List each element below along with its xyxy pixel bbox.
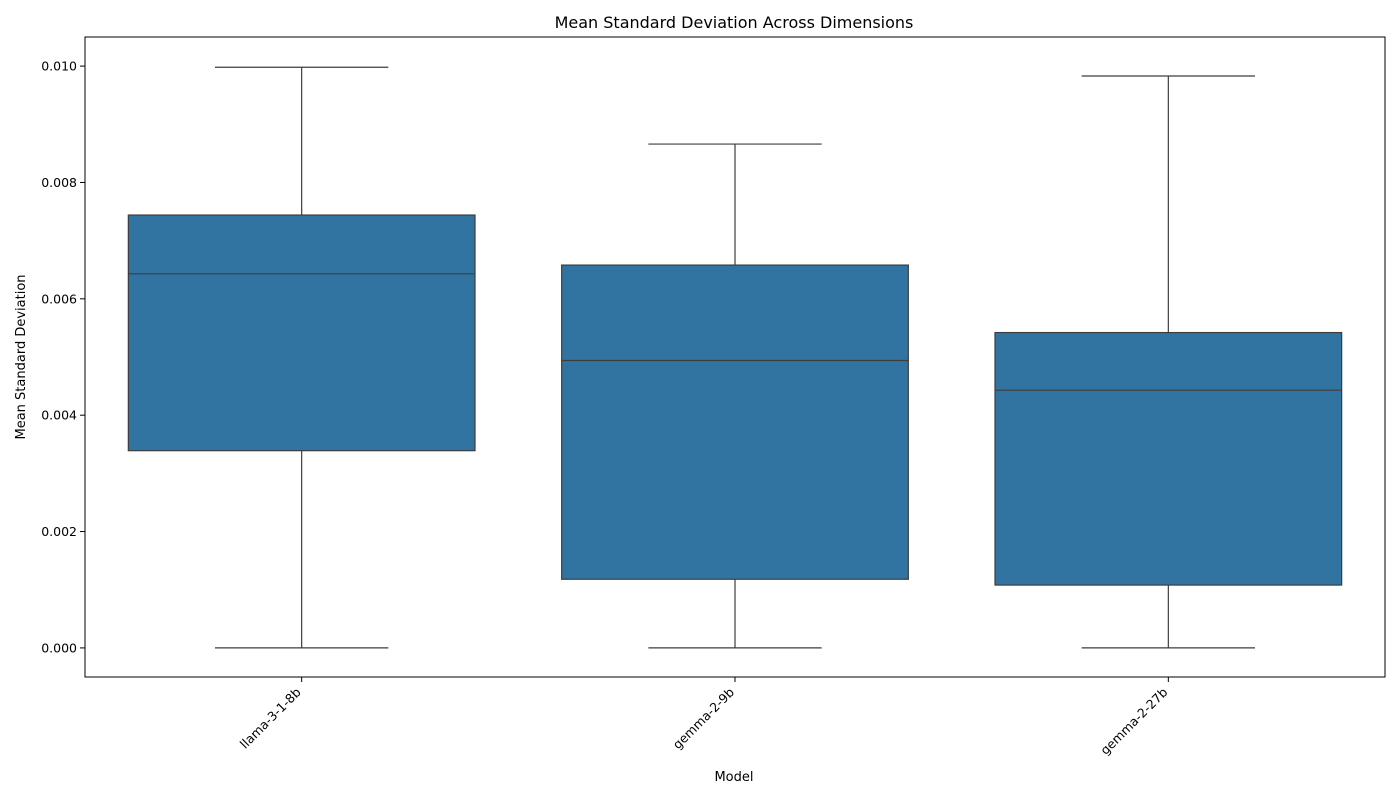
- iqr-box: [127, 214, 476, 452]
- iqr-box: [994, 331, 1343, 586]
- box-group-llama-3-1-8b: [127, 66, 476, 649]
- iqr-box: [561, 264, 909, 580]
- y-tick-label: 0.000: [41, 640, 77, 655]
- chart-title: Mean Standard Deviation Across Dimension…: [555, 13, 914, 32]
- x-axis-label: Model: [714, 770, 753, 785]
- y-axis-label: Mean Standard Deviation: [14, 274, 29, 439]
- box-group-gemma-2-9b: [561, 143, 909, 649]
- x-axis: llama-3-1-8b gemma-2-9b gemma-2-27b: [237, 677, 1171, 758]
- x-tick-label: llama-3-1-8b: [237, 684, 304, 751]
- y-tick-label: 0.008: [41, 175, 77, 190]
- y-tick-label: 0.002: [41, 524, 77, 539]
- x-tick-label: gemma-2-9b: [670, 684, 738, 752]
- boxes-layer: [127, 66, 1343, 649]
- y-tick-label: 0.006: [41, 291, 77, 306]
- y-tick-label: 0.010: [41, 59, 77, 74]
- y-tick-label: 0.004: [41, 408, 77, 423]
- box-group-gemma-2-27b: [994, 75, 1343, 649]
- y-axis: 0.000 0.002 0.004 0.006 0.008 0.010: [41, 59, 85, 655]
- x-tick-label: gemma-2-27b: [1097, 684, 1170, 757]
